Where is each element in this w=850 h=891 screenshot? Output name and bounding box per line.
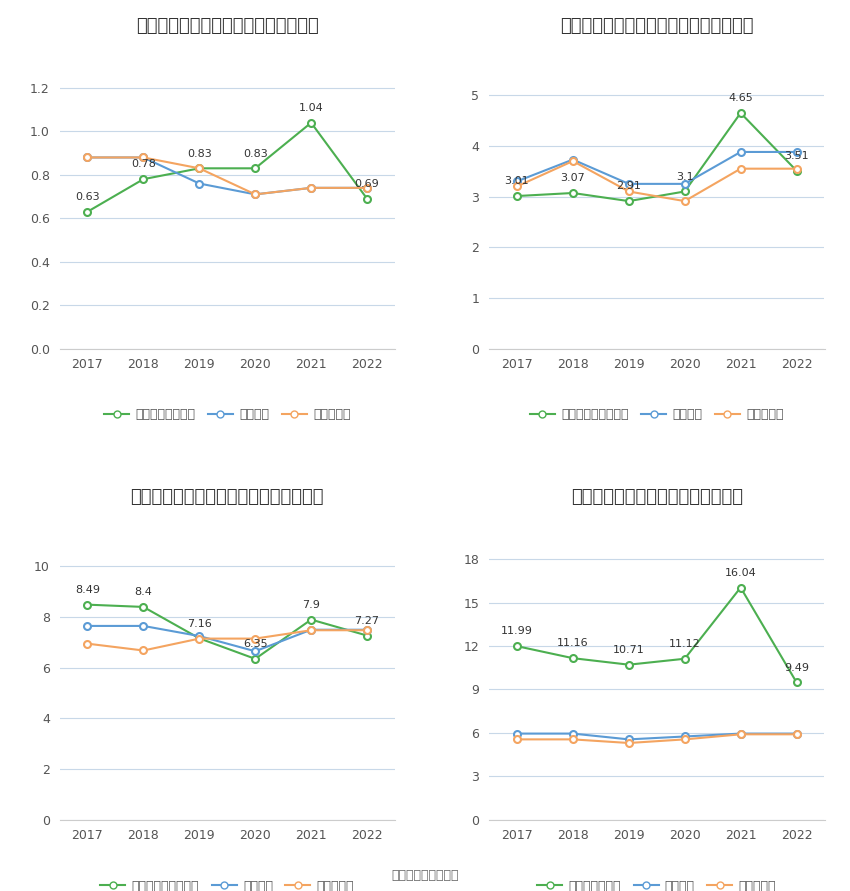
Text: 7.9: 7.9 <box>303 600 320 609</box>
Title: 洪汇新材历年总资产周转率情况（次）: 洪汇新材历年总资产周转率情况（次） <box>136 17 319 35</box>
Title: 洪汇新材历年应收账款周转率情况（次）: 洪汇新材历年应收账款周转率情况（次） <box>131 488 324 506</box>
Text: 4.65: 4.65 <box>728 94 753 103</box>
Text: 2.91: 2.91 <box>616 182 641 192</box>
Text: 0.78: 0.78 <box>131 159 156 169</box>
Title: 洪汇新材历年存货周转率情况（次）: 洪汇新材历年存货周转率情况（次） <box>570 488 743 506</box>
Text: 9.49: 9.49 <box>784 663 809 673</box>
Text: 数据来源：恒生聚源: 数据来源：恒生聚源 <box>391 869 459 882</box>
Text: 0.83: 0.83 <box>187 149 212 159</box>
Text: 8.49: 8.49 <box>75 584 100 595</box>
Text: 3.51: 3.51 <box>785 151 809 161</box>
Text: 3.01: 3.01 <box>505 176 530 186</box>
Text: 7.27: 7.27 <box>354 616 380 625</box>
Text: 1.04: 1.04 <box>298 103 324 113</box>
Legend: 公司固定资产周转率, 行业均值, 行业中位数: 公司固定资产周转率, 行业均值, 行业中位数 <box>524 404 789 427</box>
Text: 10.71: 10.71 <box>613 645 644 655</box>
Text: 16.04: 16.04 <box>725 568 756 577</box>
Text: 3.07: 3.07 <box>560 173 586 184</box>
Text: 11.12: 11.12 <box>669 639 700 649</box>
Text: 11.99: 11.99 <box>501 626 533 636</box>
Text: 6.35: 6.35 <box>243 639 268 650</box>
Text: 3.1: 3.1 <box>676 172 694 182</box>
Text: 0.69: 0.69 <box>354 179 379 189</box>
Title: 洪汇新材历年固定资产周转率情况（次）: 洪汇新材历年固定资产周转率情况（次） <box>560 17 753 35</box>
Text: 11.16: 11.16 <box>557 639 589 649</box>
Text: 0.83: 0.83 <box>243 149 268 159</box>
Legend: 公司应收账款周转率, 行业均值, 行业中位数: 公司应收账款周转率, 行业均值, 行业中位数 <box>95 875 360 891</box>
Legend: 公司存货周转率, 行业均值, 行业中位数: 公司存货周转率, 行业均值, 行业中位数 <box>532 875 781 891</box>
Text: 7.16: 7.16 <box>187 618 212 629</box>
Text: 8.4: 8.4 <box>134 587 152 597</box>
Text: 0.63: 0.63 <box>75 192 99 202</box>
Legend: 公司总资产周转率, 行业均值, 行业中位数: 公司总资产周转率, 行业均值, 行业中位数 <box>99 404 355 427</box>
